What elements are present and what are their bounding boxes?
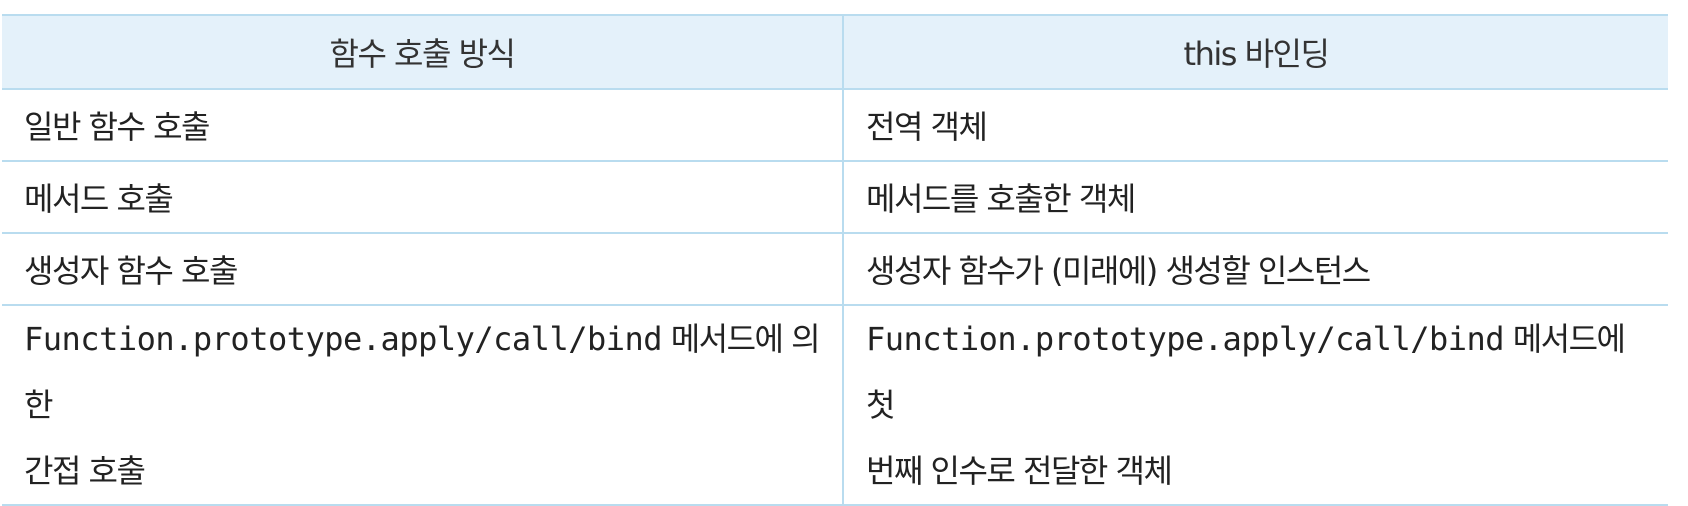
table-row: 메서드 호출 메서드를 호출한 객체 [2,160,1668,234]
cell-method-text: 일반 함수 호출 [24,108,210,146]
cell-binding: 메서드를 호출한 객체 [843,160,1668,234]
cell-binding-text: 메서드에 첫 [866,320,1626,424]
cell-method: 생성자 함수 호출 [2,232,844,306]
cell-binding-text: 생성자 함수가 (미래에) 생성할 인스턴스 [866,252,1371,290]
table-header-row: 함수 호출 방식 this 바인딩 [2,14,1668,90]
table-row: Function.prototype.apply/call/bind 메서드에 … [2,304,1668,506]
table-row: 일반 함수 호출 전역 객체 [2,88,1668,162]
cell-method-text: 메서드 호출 [24,180,174,218]
cell-binding-code: Function.prototype.apply/call/bind [866,320,1505,358]
cell-binding-text-continued: 번째 인수로 전달한 객체 [866,452,1173,490]
cell-binding: 전역 객체 [843,88,1668,162]
cell-method-text-continued: 간접 호출 [24,452,146,490]
cell-method: 메서드 호출 [2,160,844,234]
cell-method: Function.prototype.apply/call/bind 메서드에 … [2,304,844,506]
cell-method-code: Function.prototype.apply/call/bind [24,320,663,358]
cell-binding: 생성자 함수가 (미래에) 생성할 인스턴스 [843,232,1668,306]
cell-method: 일반 함수 호출 [2,88,844,162]
cell-binding: Function.prototype.apply/call/bind 메서드에 … [843,304,1668,506]
table-row: 생성자 함수 호출 생성자 함수가 (미래에) 생성할 인스턴스 [2,232,1668,306]
this-binding-table: 함수 호출 방식 this 바인딩 일반 함수 호출 전역 객체 메서드 호출 … [2,14,1668,506]
cell-method-text: 메서드에 의한 [24,320,821,424]
cell-binding-text: 메서드를 호출한 객체 [866,180,1136,218]
header-call-method-label: 함수 호출 방식 [329,35,516,73]
header-call-method: 함수 호출 방식 [2,14,844,90]
cell-method-text: 생성자 함수 호출 [24,252,238,290]
header-this-binding: this 바인딩 [843,14,1668,90]
cell-binding-text: 전역 객체 [866,108,988,146]
header-this-binding-label: this 바인딩 [1183,35,1330,73]
